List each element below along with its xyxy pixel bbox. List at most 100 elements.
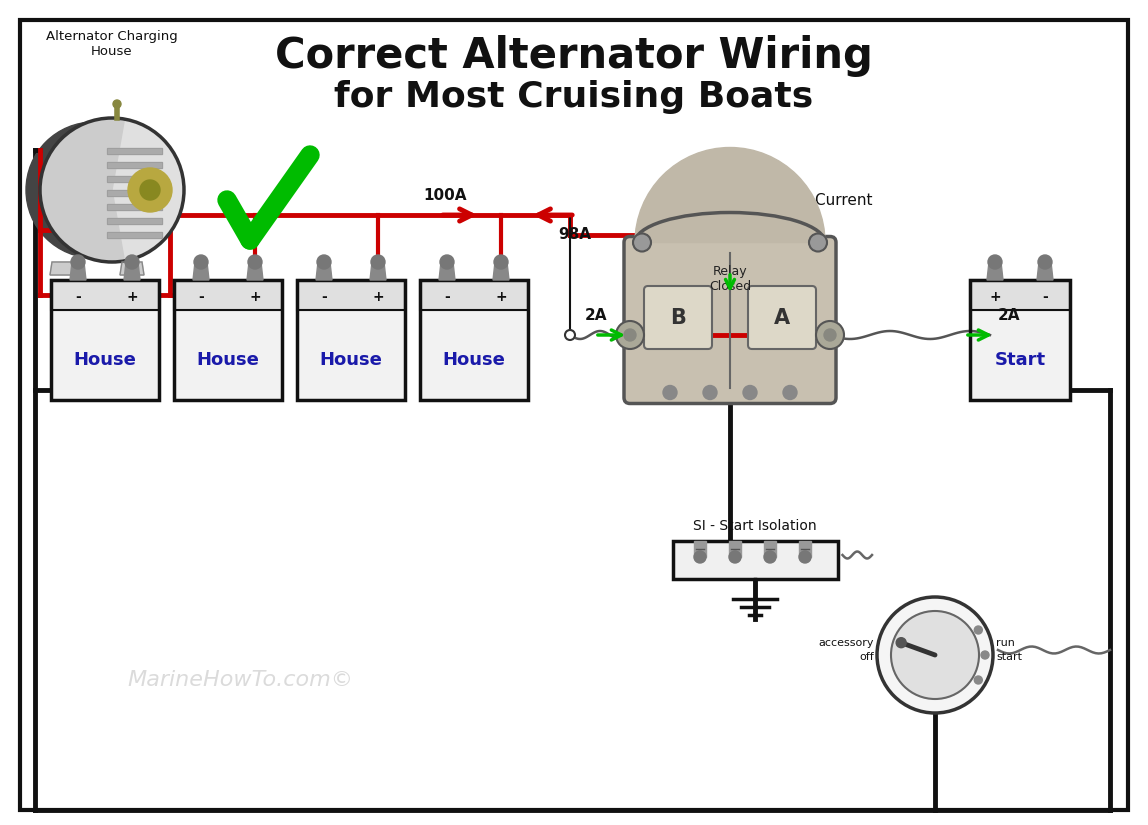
Text: Correct Alternator Wiring: Correct Alternator Wiring (276, 35, 872, 77)
Circle shape (975, 626, 983, 634)
Bar (970, 280, 1070, 400)
Polygon shape (70, 262, 86, 280)
Bar (107, 176, 162, 182)
Bar (970, 280, 1070, 400)
Polygon shape (439, 262, 455, 280)
Bar (420, 280, 528, 400)
Bar (970, 280, 1070, 310)
Text: off: off (859, 652, 874, 662)
Text: +: + (372, 290, 383, 304)
Circle shape (975, 676, 983, 684)
Text: House: House (196, 351, 259, 369)
Circle shape (194, 255, 208, 269)
Bar (51, 280, 160, 310)
Bar (673, 541, 838, 579)
Bar (51, 280, 160, 400)
Text: Start: Start (994, 351, 1046, 369)
Text: Alternator Charging
House: Alternator Charging House (46, 30, 178, 58)
Polygon shape (193, 262, 209, 280)
Circle shape (703, 385, 718, 399)
Text: +: + (495, 290, 506, 304)
Bar (107, 148, 162, 154)
Polygon shape (51, 262, 73, 275)
Bar (107, 162, 162, 168)
Text: Relay
Closed: Relay Closed (709, 265, 751, 293)
Circle shape (140, 180, 160, 200)
Polygon shape (987, 262, 1003, 280)
Circle shape (125, 255, 139, 269)
Circle shape (113, 100, 121, 108)
Text: 2A: 2A (585, 308, 607, 323)
Text: +: + (990, 290, 1001, 304)
Text: -: - (75, 290, 80, 304)
Circle shape (783, 385, 797, 399)
Polygon shape (1037, 262, 1053, 280)
Text: SI - Start Isolation: SI - Start Isolation (693, 519, 817, 533)
Bar (970, 280, 1070, 310)
Text: -: - (199, 290, 204, 304)
Circle shape (664, 385, 677, 399)
Bar (107, 190, 162, 196)
Text: run: run (996, 638, 1015, 648)
Text: 100A: 100A (424, 188, 467, 203)
Bar (729, 541, 740, 557)
Circle shape (824, 329, 836, 341)
Text: +: + (126, 290, 138, 304)
Text: -: - (321, 290, 327, 304)
Polygon shape (370, 262, 386, 280)
Circle shape (440, 255, 453, 269)
Circle shape (127, 168, 172, 212)
Text: House: House (73, 351, 137, 369)
Bar (420, 280, 528, 310)
Circle shape (71, 255, 85, 269)
Bar (107, 162, 162, 168)
Wedge shape (635, 148, 825, 243)
Bar (174, 280, 282, 400)
Polygon shape (316, 262, 332, 280)
Circle shape (765, 551, 776, 563)
Bar (107, 218, 162, 224)
Polygon shape (124, 262, 140, 280)
Bar (107, 204, 162, 210)
Text: House: House (443, 351, 505, 369)
Circle shape (877, 597, 993, 713)
Circle shape (317, 255, 331, 269)
Bar (297, 280, 405, 310)
Text: A: A (774, 308, 790, 328)
FancyBboxPatch shape (625, 237, 836, 403)
Text: MarineHowTo.com©: MarineHowTo.com© (127, 670, 352, 690)
Polygon shape (121, 262, 144, 275)
Circle shape (816, 321, 844, 349)
Circle shape (988, 255, 1002, 269)
Circle shape (248, 255, 262, 269)
Circle shape (616, 321, 644, 349)
Bar (107, 232, 162, 238)
Text: Relay Passes Minimal Current: Relay Passes Minimal Current (647, 192, 872, 208)
Bar (297, 280, 405, 310)
Circle shape (695, 551, 706, 563)
Bar (107, 148, 162, 154)
Circle shape (633, 233, 651, 252)
Text: -: - (1042, 290, 1048, 304)
FancyBboxPatch shape (644, 286, 712, 349)
Bar (420, 280, 528, 400)
Circle shape (891, 611, 979, 699)
Text: -: - (444, 290, 450, 304)
Text: House: House (319, 351, 382, 369)
Bar (51, 280, 160, 400)
Bar (174, 280, 282, 310)
Text: accessory: accessory (819, 638, 874, 648)
Circle shape (897, 638, 906, 648)
Wedge shape (100, 118, 184, 262)
Bar (765, 541, 776, 557)
Circle shape (565, 330, 575, 340)
Circle shape (799, 551, 810, 563)
Circle shape (26, 122, 162, 258)
Circle shape (371, 255, 385, 269)
Bar (673, 541, 838, 579)
Bar (51, 280, 160, 310)
Bar (799, 541, 810, 557)
Bar (174, 280, 282, 400)
Bar (107, 190, 162, 196)
Bar (107, 176, 162, 182)
